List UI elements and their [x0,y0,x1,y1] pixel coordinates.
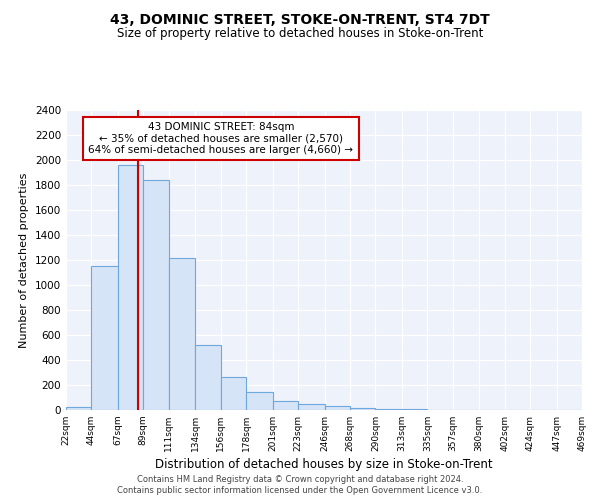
Text: 43, DOMINIC STREET, STOKE-ON-TRENT, ST4 7DT: 43, DOMINIC STREET, STOKE-ON-TRENT, ST4 … [110,12,490,26]
Bar [195,345,221,410]
Bar [221,377,246,410]
Bar [376,409,402,410]
Bar [66,407,91,410]
Text: Contains public sector information licensed under the Open Government Licence v3: Contains public sector information licen… [118,486,482,495]
Bar [143,180,169,410]
Bar [246,392,272,410]
Bar [298,404,325,410]
Bar [325,406,350,410]
Bar [350,408,376,410]
Text: 43 DOMINIC STREET: 84sqm
← 35% of detached houses are smaller (2,570)
64% of sem: 43 DOMINIC STREET: 84sqm ← 35% of detach… [88,122,353,155]
Bar [272,400,298,410]
X-axis label: Distribution of detached houses by size in Stoke-on-Trent: Distribution of detached houses by size … [155,458,493,471]
Text: Size of property relative to detached houses in Stoke-on-Trent: Size of property relative to detached ho… [117,28,483,40]
Text: Contains HM Land Registry data © Crown copyright and database right 2024.: Contains HM Land Registry data © Crown c… [137,475,463,484]
Bar [91,266,118,410]
Bar [118,165,143,410]
Y-axis label: Number of detached properties: Number of detached properties [19,172,29,348]
Bar [169,258,195,410]
